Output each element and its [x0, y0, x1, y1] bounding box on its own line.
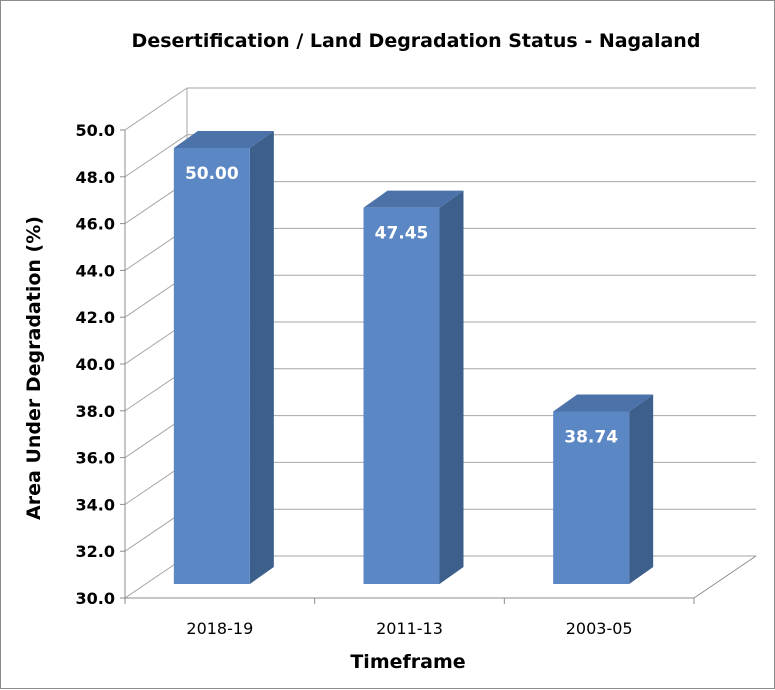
y-tick-label: 40.0	[76, 355, 115, 374]
y-axis-ticks: 30.0 32.0 34.0 36.0 38.0 40.0 42.0 44.0 46.0 48.0…	[76, 121, 125, 608]
chart-bars: 50.00 47.45 38.74	[173, 131, 654, 585]
x-category-label: 2018-19	[186, 619, 253, 638]
bar-front-face	[553, 411, 630, 584]
y-tick-label: 30.0	[76, 589, 115, 608]
y-axis-title: Area Under Degradation (%)	[23, 216, 45, 520]
bar-top-face	[553, 394, 654, 412]
x-axis-title: Timeframe	[350, 651, 465, 673]
x-category-label: 2003-05	[566, 619, 633, 638]
bar-top-face	[363, 190, 464, 208]
bar-side-face	[249, 131, 274, 584]
y-tick-label: 50.0	[76, 121, 115, 140]
bar-2011-13: 47.45	[363, 190, 464, 585]
bar-2003-05: 38.74	[553, 394, 654, 584]
x-axis-categories: 2018-19 2011-13 2003-05	[186, 619, 632, 638]
bar-top-face	[173, 131, 274, 148]
x-category-label: 2011-13	[376, 619, 443, 638]
chart-grid	[124, 87, 756, 599]
data-label: 47.45	[375, 224, 429, 244]
bar-2018-19: 50.00	[173, 131, 274, 584]
y-tick-label: 42.0	[76, 308, 115, 327]
y-tick-label: 34.0	[76, 495, 115, 514]
bar-side-face	[439, 190, 464, 585]
y-tick-label: 36.0	[76, 449, 115, 468]
bar-side-face	[629, 394, 654, 584]
y-tick-label: 38.0	[76, 402, 115, 421]
y-tick-label: 44.0	[76, 261, 115, 280]
gridline-diagonal	[124, 134, 188, 178]
bar-front-face	[363, 207, 440, 585]
y-tick-label: 32.0	[76, 542, 115, 561]
chart-title: Desertification / Land Degradation Statu…	[132, 30, 701, 52]
y-tick-label: 48.0	[76, 168, 115, 187]
bar-front-face	[173, 148, 250, 584]
gridline-diagonal	[124, 87, 188, 131]
floor-right-edge	[693, 555, 757, 599]
data-label: 50.00	[185, 164, 239, 184]
y-tick-label: 46.0	[76, 215, 115, 234]
data-label: 38.74	[564, 427, 618, 447]
